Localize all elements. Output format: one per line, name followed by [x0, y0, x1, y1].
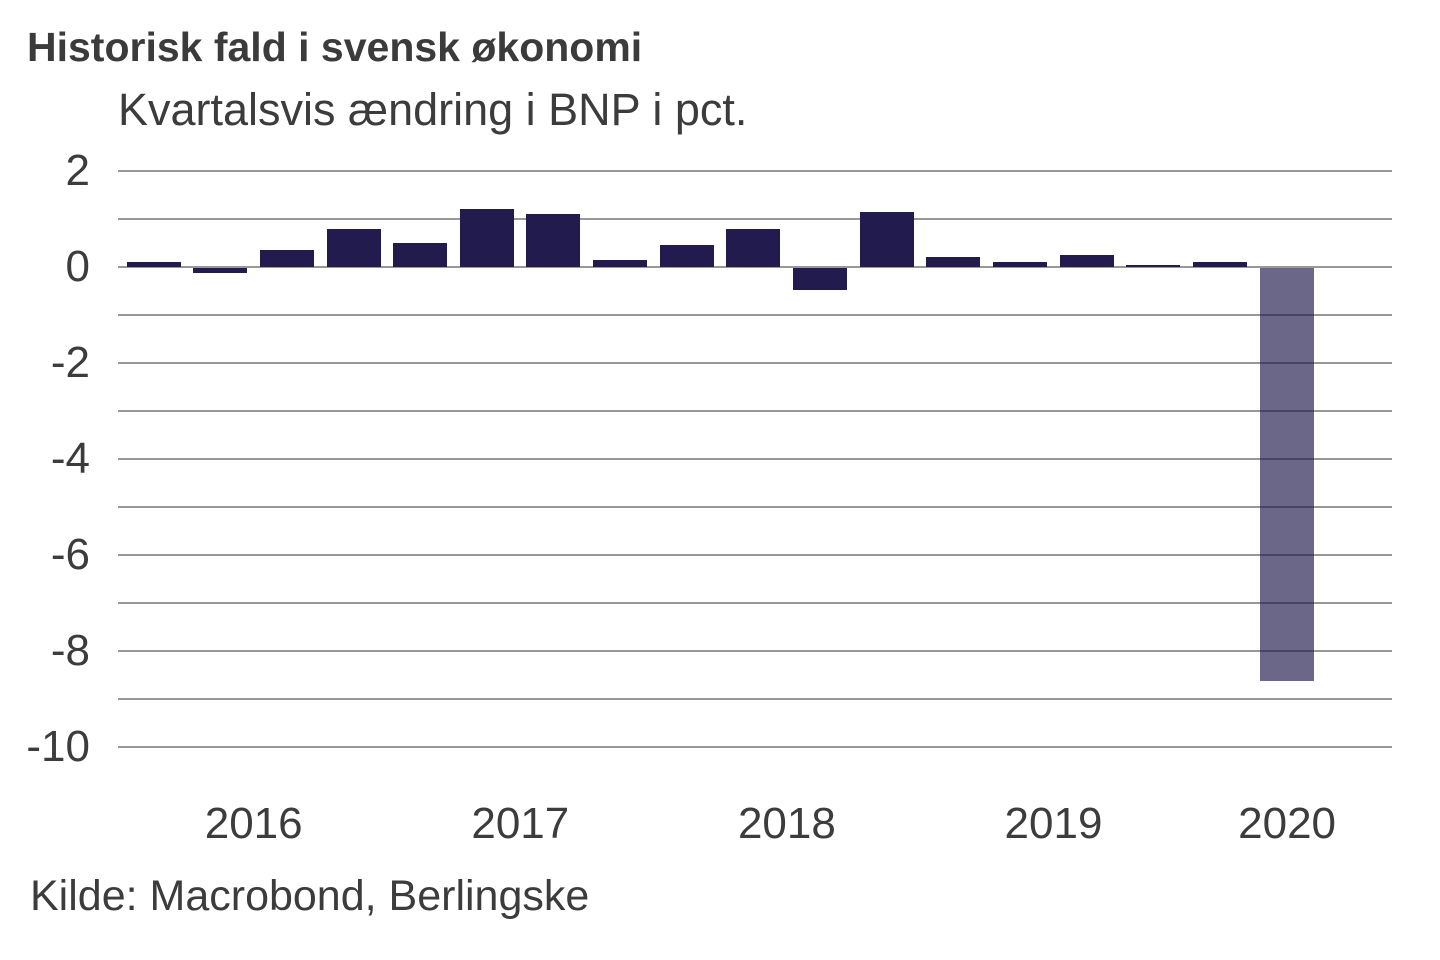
gdp-bar-2019-q1 [926, 257, 981, 267]
x-axis-year-label: 2018 [737, 799, 836, 848]
x-axis-year-label: 2020 [1238, 799, 1337, 848]
gridline [118, 218, 1392, 220]
y-axis-tick-label: 0 [65, 242, 90, 291]
gdp-bar-2020-q2 [1259, 268, 1314, 681]
gdp-bar-2018-q4 [859, 211, 914, 267]
y-axis-tick-label: 2 [65, 146, 90, 195]
x-axis-year-label: 2016 [204, 799, 303, 848]
gdp-bar-2019-q2 [993, 262, 1047, 267]
gridline [118, 506, 1392, 508]
gdp-bar-2018-q1 [659, 245, 714, 267]
gdp-bar-2018-q3 [793, 268, 848, 290]
y-axis-tick-label: -8 [50, 626, 90, 675]
gridline [118, 362, 1392, 364]
gridline [118, 650, 1392, 652]
gdp-bar-2016-q1 [126, 262, 181, 267]
gdp-bar-2017-q2 [459, 209, 514, 267]
gridline [118, 746, 1392, 748]
chart-subtitle: Kvartalsvis ændring i BNP i pct. [118, 84, 748, 135]
y-axis-tick-label: -6 [50, 530, 90, 579]
x-axis-year-label: 2019 [1004, 799, 1103, 848]
chart-title: Historisk fald i svensk økonomi [27, 24, 643, 70]
source-credit: Kilde: Macrobond, Berlingske [30, 872, 590, 920]
gridline [118, 410, 1392, 412]
gdp-bar-2016-q4 [326, 228, 381, 267]
x-axis-year-label: 2017 [471, 799, 570, 848]
gdp-bar-2020-q1 [1192, 262, 1247, 267]
gridline [118, 698, 1392, 700]
gdp-bar-2017-q4 [593, 259, 648, 267]
gdp-bar-2019-q4 [1126, 264, 1181, 267]
gdp-bar-2016-q2 [193, 268, 248, 273]
gdp-bar-2018-q2 [726, 228, 781, 267]
gdp-bar-2017-q3 [526, 214, 581, 267]
gdp-bar-2016-q3 [259, 250, 314, 267]
gridline [118, 314, 1392, 316]
gridline [118, 458, 1392, 460]
y-axis-tick-label: -4 [50, 434, 90, 483]
gridline [118, 170, 1392, 172]
gridline [118, 602, 1392, 604]
gridline [118, 554, 1392, 556]
y-axis-tick-label: -2 [50, 338, 90, 387]
y-axis-tick-label: -10 [26, 722, 90, 771]
gdp-bar-2019-q3 [1059, 255, 1114, 267]
gdp-bar-2017-q1 [393, 243, 448, 267]
gridline [118, 266, 1392, 268]
